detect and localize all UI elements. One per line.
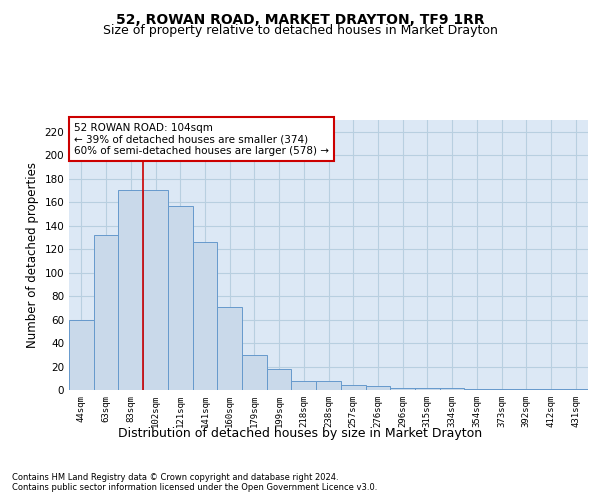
Bar <box>563 389 588 390</box>
Text: Size of property relative to detached houses in Market Drayton: Size of property relative to detached ho… <box>103 24 497 37</box>
Bar <box>341 386 365 390</box>
Bar <box>193 242 217 390</box>
Text: Contains public sector information licensed under the Open Government Licence v3: Contains public sector information licen… <box>12 484 377 492</box>
Bar <box>217 306 242 390</box>
Bar <box>94 235 118 390</box>
Bar <box>316 380 341 390</box>
Bar <box>539 389 563 390</box>
Bar <box>464 389 489 390</box>
Bar <box>292 380 316 390</box>
Bar <box>267 369 292 390</box>
Text: 52, ROWAN ROAD, MARKET DRAYTON, TF9 1RR: 52, ROWAN ROAD, MARKET DRAYTON, TF9 1RR <box>116 12 484 26</box>
Text: Contains HM Land Registry data © Crown copyright and database right 2024.: Contains HM Land Registry data © Crown c… <box>12 472 338 482</box>
Text: Distribution of detached houses by size in Market Drayton: Distribution of detached houses by size … <box>118 428 482 440</box>
Bar <box>242 355 267 390</box>
Bar <box>440 388 464 390</box>
Text: 52 ROWAN ROAD: 104sqm
← 39% of detached houses are smaller (374)
60% of semi-det: 52 ROWAN ROAD: 104sqm ← 39% of detached … <box>74 122 329 156</box>
Bar <box>143 190 168 390</box>
Bar <box>514 389 539 390</box>
Bar <box>365 386 390 390</box>
Bar <box>415 388 440 390</box>
Bar <box>489 389 514 390</box>
Bar <box>118 190 143 390</box>
Y-axis label: Number of detached properties: Number of detached properties <box>26 162 39 348</box>
Bar <box>168 206 193 390</box>
Bar <box>69 320 94 390</box>
Bar <box>390 388 415 390</box>
